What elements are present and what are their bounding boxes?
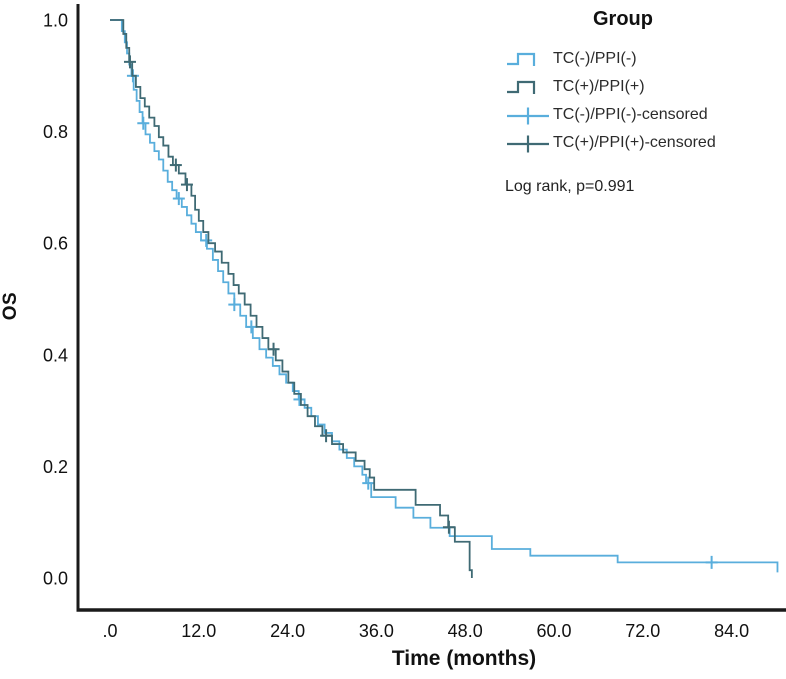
legend-step-line-icon — [507, 52, 536, 66]
x-tick-label: 60.0 — [536, 621, 571, 641]
x-tick-label: 48.0 — [448, 621, 483, 641]
y-tick-label: 0.2 — [43, 457, 68, 477]
legend-step-line-icon — [507, 80, 536, 94]
legend-items: TC(-)/PPI(-) TC(+)/PPI(+) TC(-)/PPI(-)-cen… — [497, 45, 779, 157]
y-tick-label: 0.8 — [43, 122, 68, 142]
log-rank-annotation: Log rank, p=0.991 — [505, 178, 635, 195]
x-tick-label: 36.0 — [359, 621, 394, 641]
legend-item-label: TC(-)/PPI(-) — [553, 50, 637, 67]
x-tick-label: 84.0 — [714, 621, 749, 641]
step-glyph-path — [507, 80, 536, 94]
legend-item: TC(+)/PPI(+)-censored — [497, 129, 779, 157]
y-tick-label: 1.0 — [43, 11, 68, 31]
km-curve-tc-pos-ppi-pos — [110, 19, 473, 578]
legend-item-label: TC(-)/PPI(-)-censored — [553, 106, 708, 123]
legend: Group TC(-)/PPI(-) TC(+)/PPI(+) TC(-)/PPI(… — [497, 8, 779, 157]
legend-item: TC(-)/PPI(-) — [497, 45, 779, 73]
x-tick-label: 24.0 — [270, 621, 305, 641]
y-tick-label: 0.4 — [43, 345, 68, 365]
y-tick-label: 0.6 — [43, 234, 68, 254]
legend-censored-cross-icon — [507, 135, 549, 153]
legend-item: TC(+)/PPI(+) — [497, 73, 779, 101]
legend-item: TC(-)/PPI(-)-censored — [497, 101, 779, 129]
legend-censored-cross-icon — [507, 107, 549, 125]
x-tick-label: 72.0 — [625, 621, 660, 641]
legend-item-label: TC(+)/PPI(+) — [553, 78, 645, 95]
y-axis-title: OS — [0, 291, 21, 321]
x-tick-label: 12.0 — [181, 621, 216, 641]
y-tick-label: 0.0 — [43, 569, 68, 589]
step-glyph-path — [507, 52, 536, 66]
legend-item-label: TC(+)/PPI(+)-censored — [553, 134, 716, 151]
x-tick-label: .0 — [102, 621, 117, 641]
legend-title: Group — [593, 8, 653, 30]
x-axis-title: Time (months) — [391, 647, 537, 670]
